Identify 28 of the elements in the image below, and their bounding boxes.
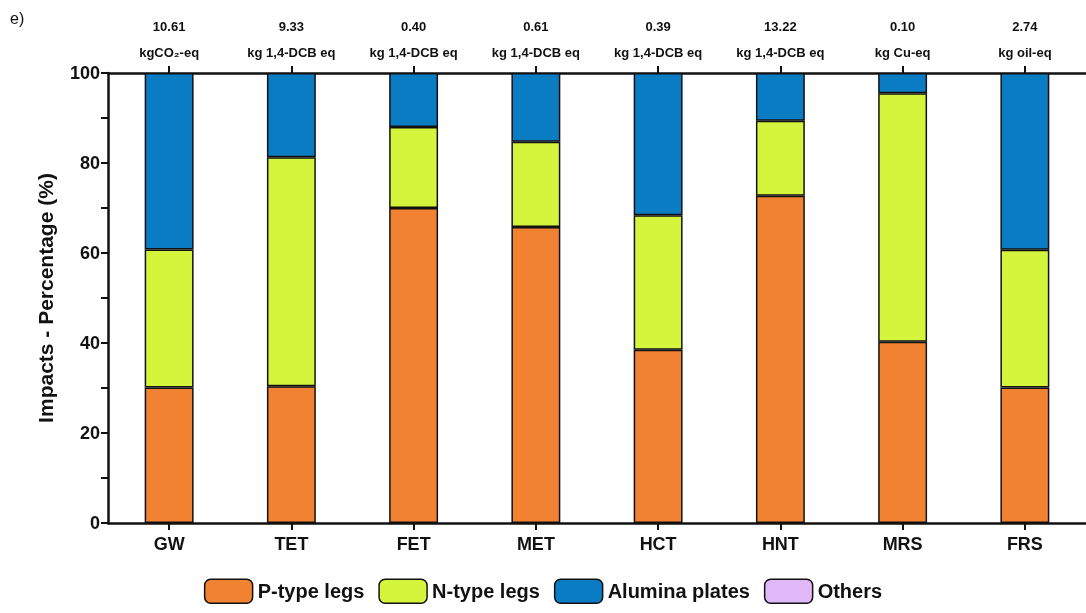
legend-label: P-type legs (257, 580, 365, 603)
x-tick-label: HNT (761, 534, 799, 554)
text: 13.22 kg 1,4-DCB eq (736, 18, 825, 60)
text: 0.10 kg Cu-eq (874, 18, 931, 60)
x-tick-label: MRS (882, 534, 923, 554)
text: 0.61 kg 1,4-DCB eq (491, 18, 580, 60)
text: 0.39 kg 1,4-DCB eq (614, 18, 703, 60)
x-tick-label: TET (274, 534, 309, 554)
x-tick-label: GW (153, 534, 185, 554)
text: 9.33 kg 1,4-DCB eq (247, 18, 336, 60)
x-tick-label: FET (396, 534, 431, 554)
y-tick-label: 0 (89, 513, 100, 533)
y-tick-label: 20 (79, 423, 100, 443)
text: 10.61 kgCO₂-eq (139, 18, 200, 60)
y-tick-label: 60 (79, 243, 100, 263)
text: 0.40 kg 1,4-DCB eq (369, 18, 458, 60)
legend-label: Alumina plates (607, 580, 750, 603)
text: e) (10, 9, 25, 27)
y-tick-label: 80 (79, 153, 100, 173)
x-tick-label: FRS (1006, 534, 1043, 554)
x-tick-label: MET (516, 534, 555, 554)
text: 2.74 kg oil-eq (998, 18, 1052, 60)
legend-label: N-type legs (432, 580, 540, 603)
legend-label: Others (817, 580, 883, 603)
y-axis-title: Impacts - Percentage (%) (34, 173, 57, 423)
y-tick-label: 100 (69, 63, 100, 83)
y-tick-label: 40 (79, 333, 100, 353)
x-tick-label: HCT (639, 534, 677, 554)
